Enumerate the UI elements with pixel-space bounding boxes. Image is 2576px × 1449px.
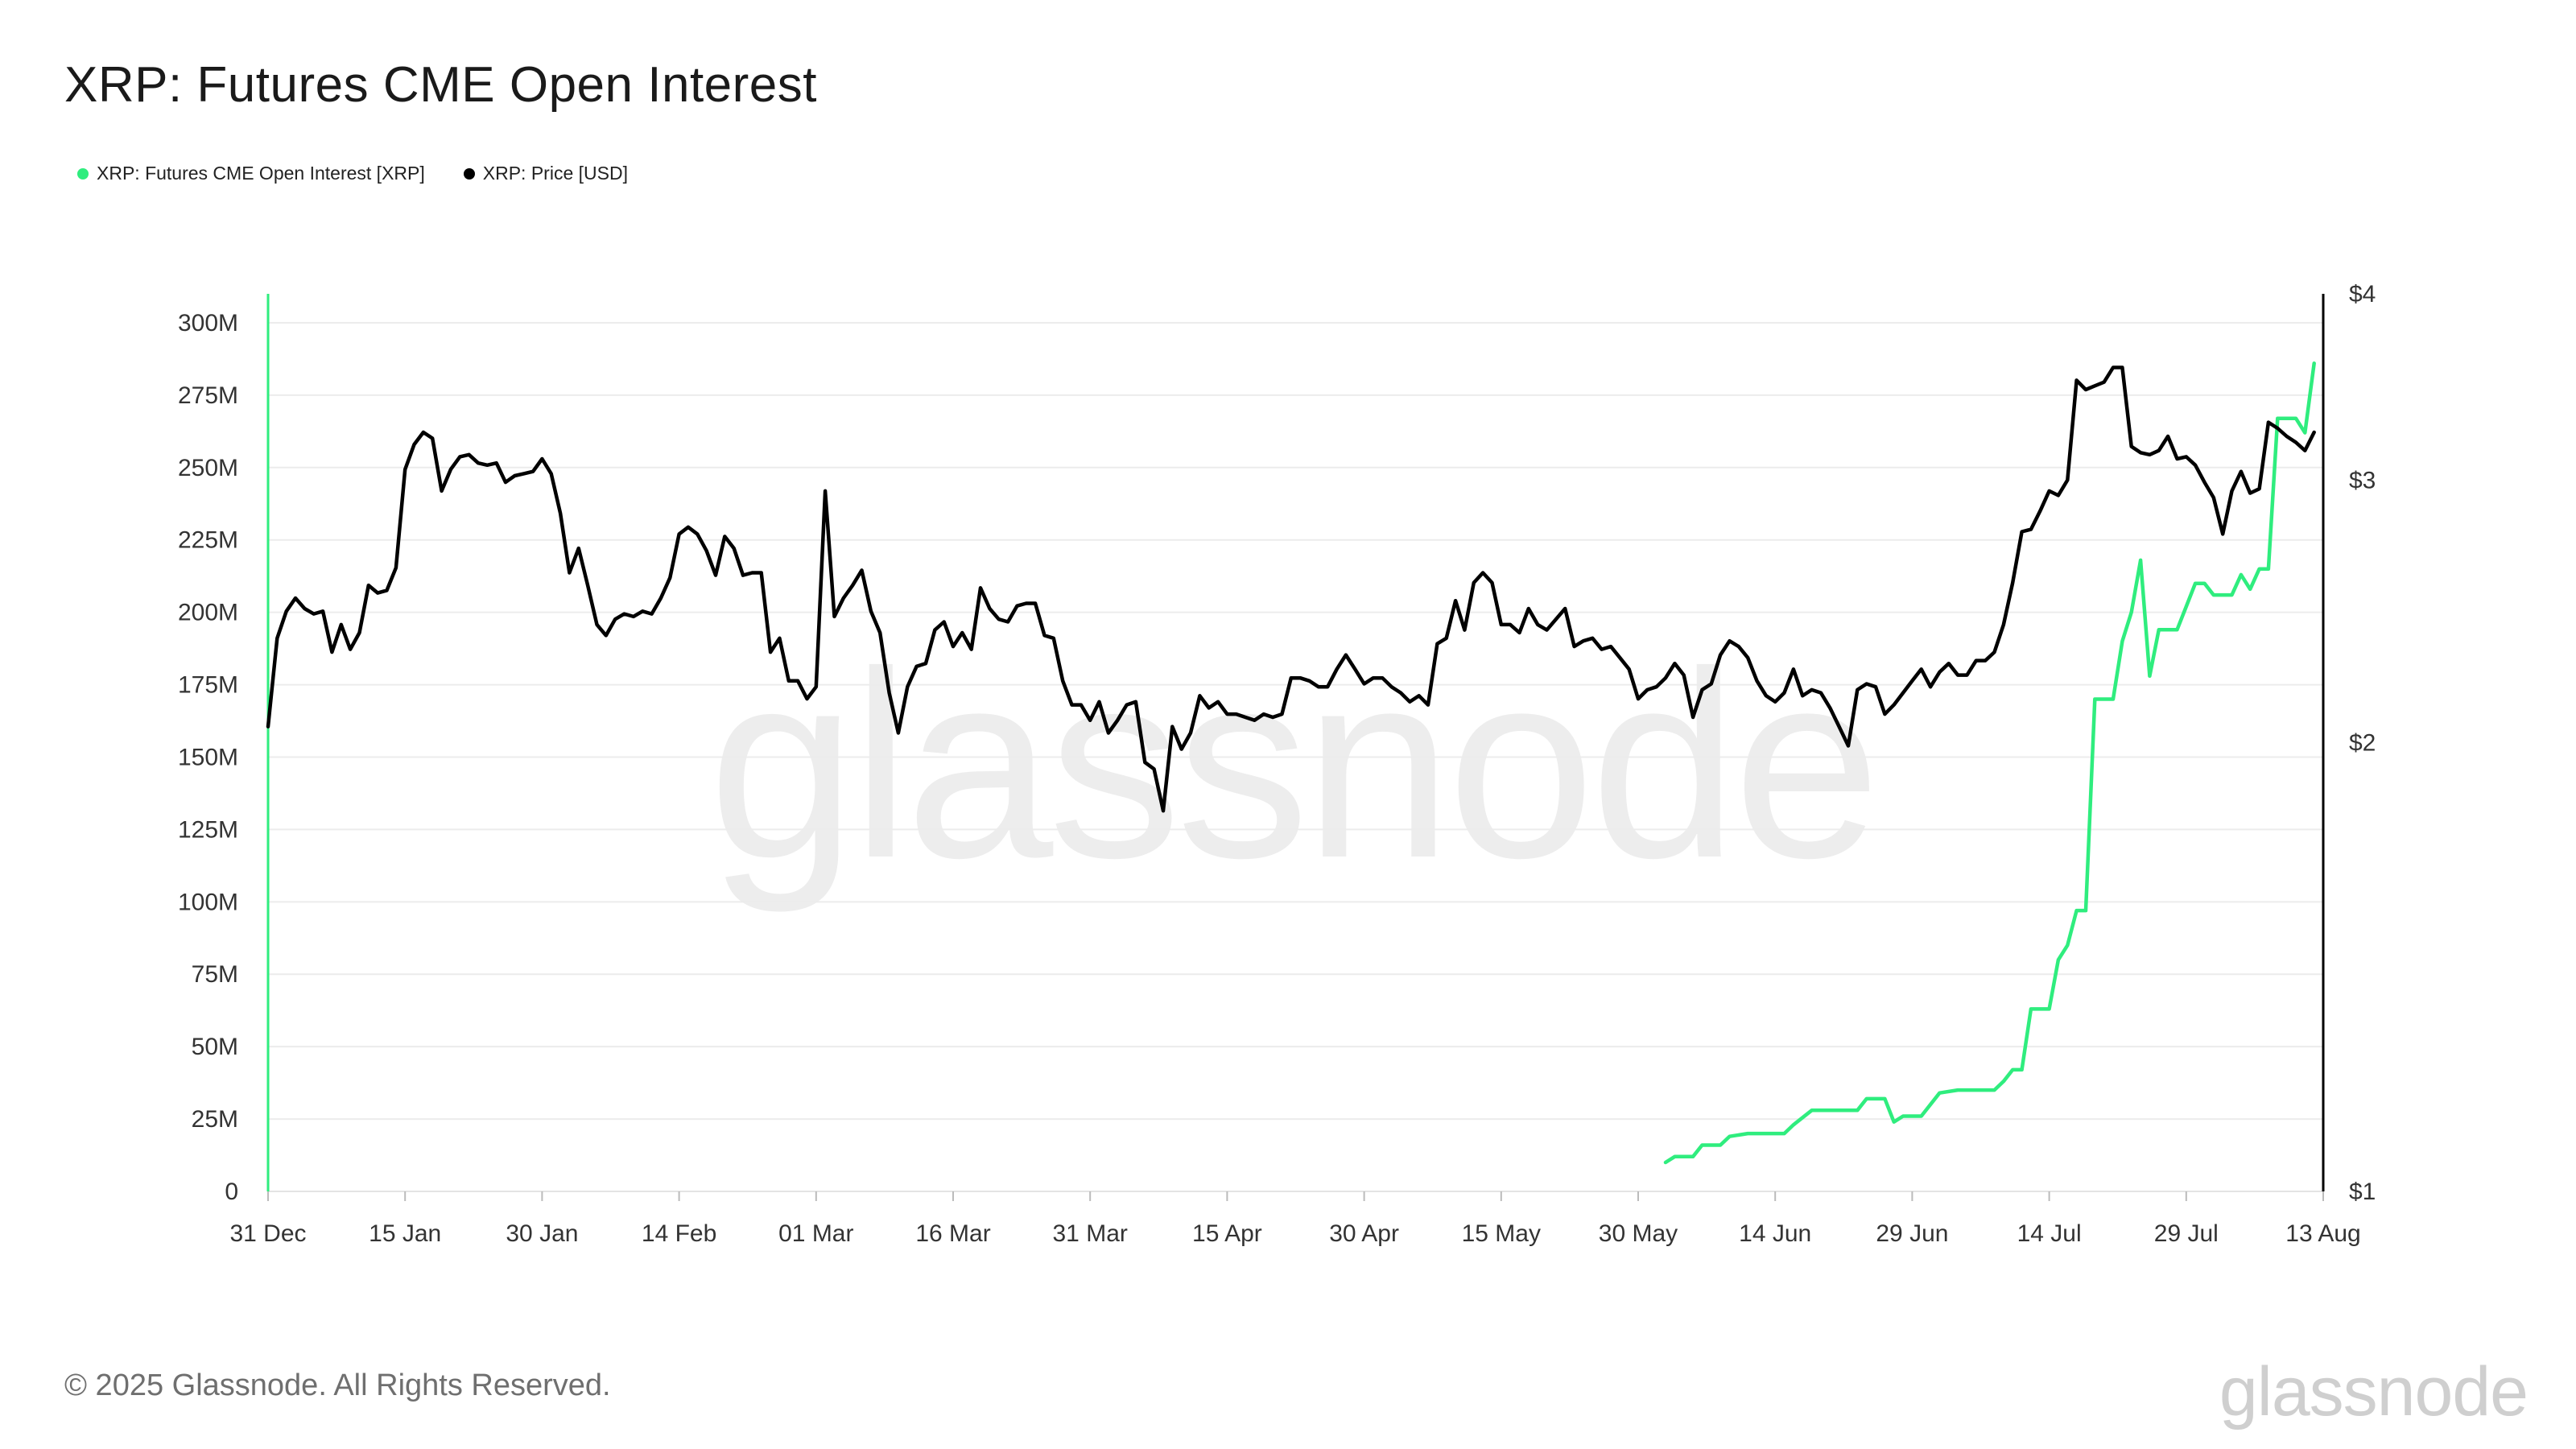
- brand-logo: glassnode: [2219, 1353, 2529, 1430]
- axes: [266, 294, 2325, 1191]
- x-tick-label: 30 Jan: [506, 1220, 578, 1247]
- legend: XRP: Futures CME Open Interest [XRP] XRP…: [77, 163, 628, 184]
- x-tick-label: 13 Aug: [2285, 1220, 2360, 1247]
- x-tick-label: 31 Mar: [1053, 1220, 1128, 1247]
- right-tick-label: $1: [2349, 1179, 2376, 1205]
- legend-item-price[interactable]: XRP: Price [USD]: [463, 163, 628, 184]
- left-tick-label: 275M: [178, 382, 238, 409]
- left-tick-label: 250M: [178, 455, 238, 481]
- legend-label-open-interest: XRP: Futures CME Open Interest [XRP]: [97, 163, 425, 184]
- left-tick-label: 0: [225, 1179, 238, 1205]
- grid-lines: [268, 321, 2323, 1192]
- right-tick-label: $3: [2349, 467, 2376, 493]
- right-tick-label: $4: [2349, 281, 2376, 308]
- right-tick-label: $2: [2349, 730, 2376, 757]
- legend-label-price: XRP: Price [USD]: [482, 163, 628, 184]
- left-tick-label: 300M: [178, 310, 238, 336]
- legend-dot-price: [463, 167, 475, 180]
- x-tick-label: 14 Feb: [642, 1220, 716, 1247]
- left-tick-label: 75M: [192, 961, 238, 988]
- left-tick-label: 175M: [178, 672, 238, 699]
- watermark: glassnode: [708, 616, 1880, 913]
- right-axis-ticks: $1 $2 $3 $4: [2349, 281, 2376, 1205]
- x-tick-label: 29 Jun: [1876, 1220, 1948, 1247]
- left-tick-label: 100M: [178, 889, 238, 915]
- x-tick-label: 29 Jul: [2154, 1220, 2219, 1247]
- x-tick-label: 16 Mar: [915, 1220, 990, 1247]
- left-tick-label: 50M: [192, 1034, 238, 1060]
- x-tick-label: 30 May: [1599, 1220, 1678, 1247]
- left-tick-label: 125M: [178, 816, 238, 843]
- x-tick-label: 14 Jun: [1739, 1220, 1811, 1247]
- legend-item-open-interest[interactable]: XRP: Futures CME Open Interest [XRP]: [77, 163, 425, 184]
- chart-title: XRP: Futures CME Open Interest: [64, 57, 818, 113]
- series-lines: [266, 361, 2316, 1165]
- x-tick-label: 01 Mar: [778, 1220, 853, 1247]
- series-line-price: [266, 365, 2316, 813]
- x-tick-label: 15 Jan: [369, 1220, 441, 1247]
- left-axis-ticks: 0 25M 50M 75M 100M 125M 150M 175M 200M 225M 250M 27…: [178, 310, 238, 1205]
- copyright-footer: © 2025 Glassnode. All Rights Reserved.: [64, 1368, 611, 1402]
- series-line-open-interest: [1663, 361, 2316, 1165]
- left-tick-label: 25M: [192, 1106, 238, 1133]
- x-tick-label: 14 Jul: [2017, 1220, 2082, 1247]
- x-tick-label: 15 May: [1462, 1220, 1541, 1247]
- x-tick-label: 30 Apr: [1329, 1220, 1399, 1247]
- left-tick-label: 225M: [178, 527, 238, 554]
- x-tick-label: 31 Dec: [229, 1220, 306, 1247]
- left-tick-label: 200M: [178, 600, 238, 626]
- left-tick-label: 150M: [178, 744, 238, 770]
- x-axis-ticks: 31 Dec 15 Jan 30 Jan 14 Feb 01 Mar 16 Mar 31 M…: [229, 1191, 2361, 1247]
- x-tick-label: 15 Apr: [1192, 1220, 1262, 1247]
- legend-dot-open-interest: [77, 167, 89, 180]
